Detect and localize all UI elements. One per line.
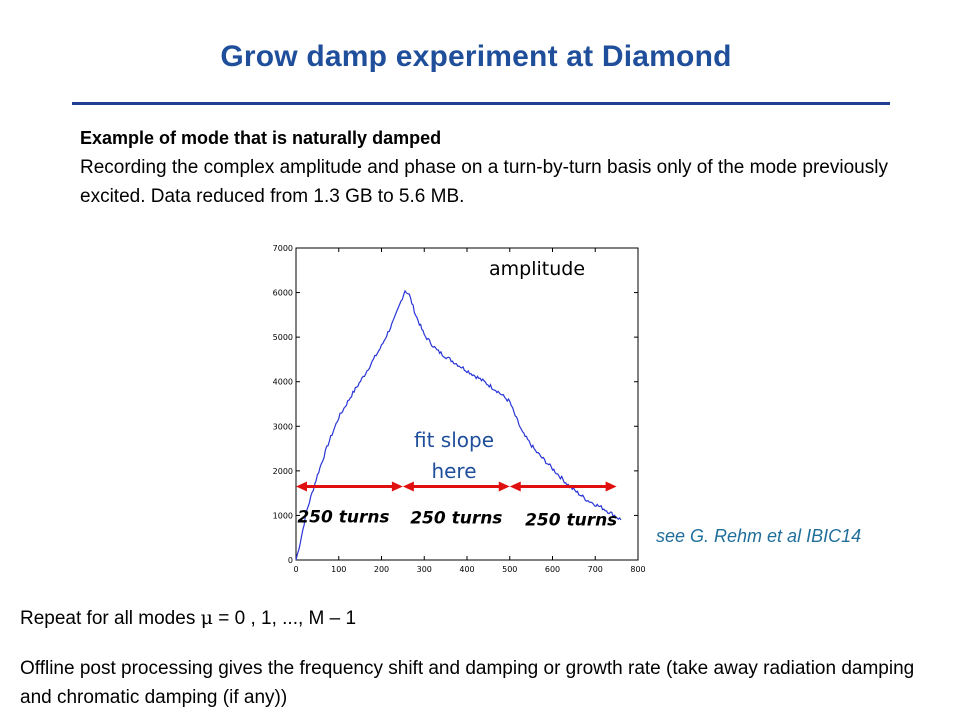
repeat-note: Repeat for all modes μ = 0 , 1, ..., M –… xyxy=(20,607,356,630)
x-tick-label: 100 xyxy=(331,565,346,574)
x-tick-label: 600 xyxy=(545,565,560,574)
y-tick-label: 6000 xyxy=(273,289,293,298)
repeat-prefix: Repeat for all modes xyxy=(20,608,201,629)
y-axis-ticks: 0 1000 2000 3000 4000 5000 6000 7000 xyxy=(273,244,638,565)
intro-lead: Example of mode that is naturally damped xyxy=(80,128,442,148)
fit-slope-label-line2: here xyxy=(431,459,476,483)
intro-body: Recording the complex amplitude and phas… xyxy=(80,157,888,207)
fit-slope-label-line1: fit slope xyxy=(414,428,494,452)
segment-turns-label: 250 turns xyxy=(410,508,502,528)
x-tick-label: 800 xyxy=(630,565,645,574)
y-tick-label: 4000 xyxy=(273,378,293,387)
segment-arrow-head-left xyxy=(296,481,307,492)
segment-turns-label: 250 turns xyxy=(525,510,617,530)
x-tick-label: 700 xyxy=(588,565,603,574)
x-axis-ticks: 0 100 200 300 400 500 600 700 800 xyxy=(293,248,646,574)
segment-arrow-head-left xyxy=(402,481,414,492)
slide-title: Grow damp experiment at Diamond xyxy=(220,40,732,73)
segment-arrow-head-right xyxy=(391,481,403,492)
x-tick-label: 300 xyxy=(417,565,432,574)
y-tick-label: 2000 xyxy=(273,467,293,476)
amplitude-chart: 0 1000 2000 3000 4000 5000 6000 7000 0 100 200 300… xyxy=(273,244,646,574)
y-tick-label: 7000 xyxy=(273,244,293,253)
amplitude-label: amplitude xyxy=(489,258,585,280)
title-underline xyxy=(72,102,890,105)
turn-segment-arrows: 250 turns 250 turns 250 turns xyxy=(296,481,617,530)
x-tick-label: 200 xyxy=(374,565,389,574)
x-tick-label: 500 xyxy=(502,565,517,574)
offline-note: Offline post processing gives the freque… xyxy=(20,658,915,708)
segment-arrow-head-right xyxy=(498,481,510,492)
segment-arrow-head-left xyxy=(509,481,521,492)
reference-citation: see G. Rehm et al IBIC14 xyxy=(656,526,862,546)
segment-arrow-head-right xyxy=(605,481,617,492)
mu-symbol: μ xyxy=(200,607,213,629)
amplitude-series-line xyxy=(295,289,622,561)
repeat-suffix: = 0 , 1, ..., M – 1 xyxy=(212,608,357,629)
y-tick-label: 0 xyxy=(288,556,293,565)
y-tick-label: 3000 xyxy=(273,422,293,431)
plot-frame xyxy=(295,247,639,561)
segment-turns-label: 250 turns xyxy=(297,507,389,527)
x-tick-label: 400 xyxy=(459,565,474,574)
x-tick-label: 0 xyxy=(293,565,298,574)
y-tick-label: 5000 xyxy=(273,333,293,342)
y-tick-label: 1000 xyxy=(273,511,293,520)
intro-block: Example of mode that is naturally damped… xyxy=(80,124,950,211)
